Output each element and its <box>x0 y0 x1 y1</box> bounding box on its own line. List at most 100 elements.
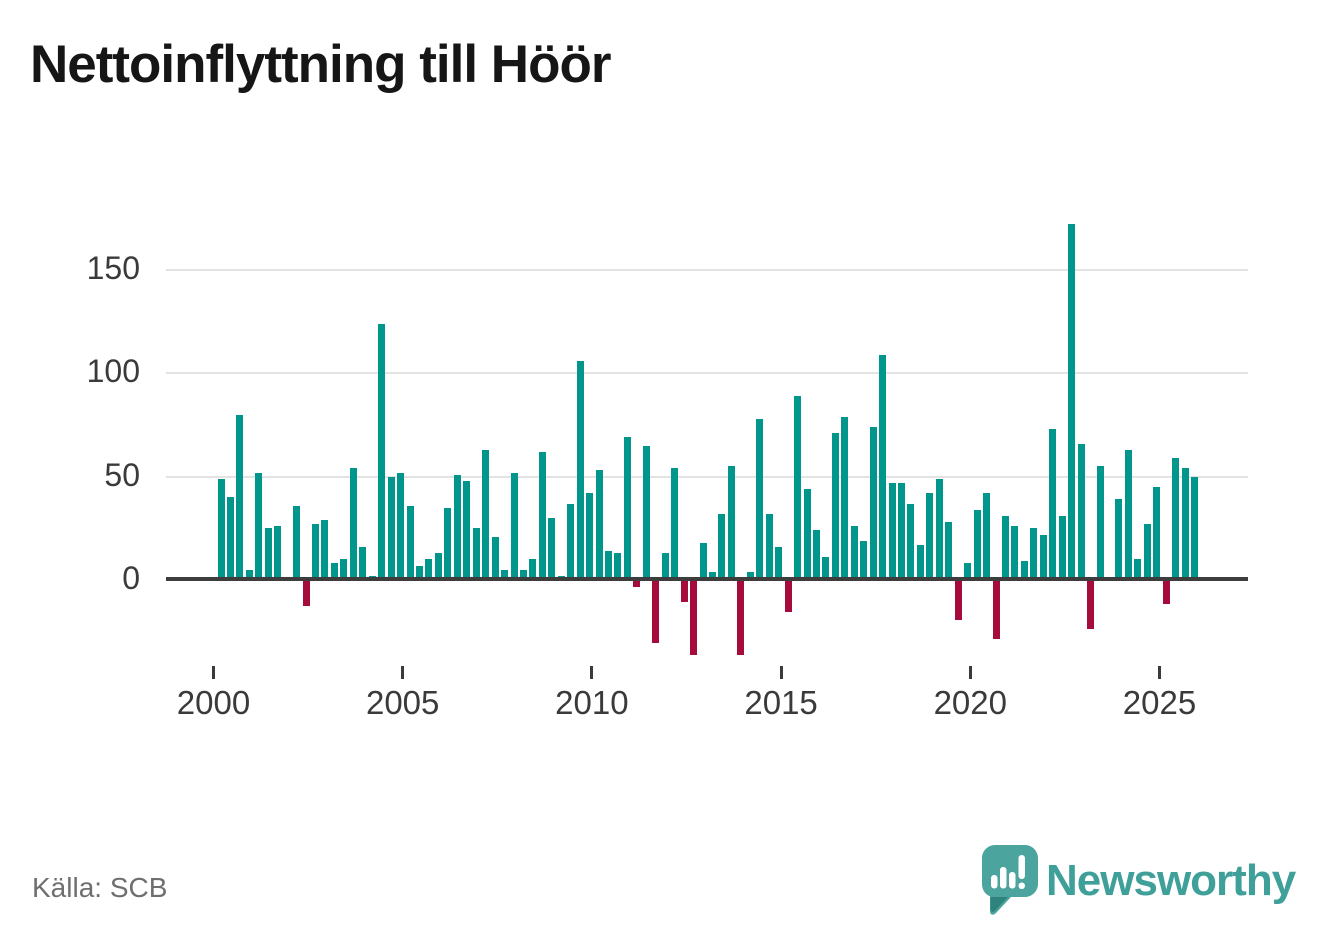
newsworthy-logo: Newsworthy <box>981 844 1301 924</box>
bar-2003-q1 <box>330 563 338 580</box>
y-axis-tick-label-100: 100 <box>86 353 140 390</box>
bar-2013-q3 <box>727 466 735 580</box>
bar-2014-q1 <box>746 571 754 580</box>
bar-2004-q3 <box>387 476 395 580</box>
bar-2019-q4 <box>964 563 972 580</box>
chart-title: Nettoinflyttning till Höör <box>30 35 611 94</box>
bar-2025-q4 <box>1191 476 1199 580</box>
bar-2023-q1 <box>1087 581 1095 629</box>
bar-2003-q4 <box>359 546 367 580</box>
x-axis-tick-label-2010: 2010 <box>555 684 629 721</box>
bar-2025-q1 <box>1162 581 1170 604</box>
bar-2008-q2 <box>529 559 537 580</box>
bar-2007-q2 <box>491 536 499 580</box>
bar-2025-q3 <box>1181 468 1189 580</box>
bar-2005-q1 <box>406 505 414 580</box>
bar-2023-q4 <box>1115 499 1123 580</box>
bar-2016-q4 <box>850 526 858 580</box>
bar-2021-q2 <box>1020 561 1028 580</box>
bar-2012-q3 <box>690 581 698 656</box>
x-axis-tick-label-2025: 2025 <box>1122 684 1197 721</box>
bar-2008-q3 <box>538 451 546 580</box>
bar-2016-q1 <box>822 557 830 580</box>
bar-2012-q2 <box>680 581 688 602</box>
bar-2020-q4 <box>1002 515 1010 580</box>
bar-2007-q3 <box>501 569 509 580</box>
bar-2021-q3 <box>1030 528 1038 580</box>
bar-2004-q2 <box>378 323 386 580</box>
y-axis-tick-label-0: 0 <box>122 560 140 596</box>
bar-2005-q4 <box>434 553 442 580</box>
bar-2009-q4 <box>586 493 594 580</box>
bar-2010-q2 <box>605 551 613 580</box>
newsworthy-logo-icon <box>982 845 1038 915</box>
bar-2007-q1 <box>482 449 490 580</box>
bar-2003-q2 <box>340 559 348 580</box>
bar-2011-q2 <box>642 445 650 580</box>
bar-2022-q3 <box>1068 224 1076 580</box>
x-axis-tick-2020 <box>968 666 972 679</box>
bar-2021-q1 <box>1011 526 1019 580</box>
bar-2010-q1 <box>595 470 603 580</box>
bar-2022-q2 <box>1058 515 1066 580</box>
bar-2020-q2 <box>983 493 991 580</box>
bar-2024-q3 <box>1143 524 1151 580</box>
bar-2001-q1 <box>255 472 263 580</box>
x-axis-tick-label-2015: 2015 <box>744 684 818 721</box>
x-axis-line <box>166 577 1248 581</box>
bar-2016-q3 <box>841 416 849 580</box>
bar-2013-q1 <box>709 571 716 580</box>
gridline-150 <box>166 268 1248 271</box>
bar-2002-q3 <box>312 524 320 580</box>
bar-2018-q1 <box>898 482 906 580</box>
bar-2011-q4 <box>661 553 669 580</box>
bar-2009-q2 <box>567 503 575 580</box>
x-axis-tick-label-2020: 2020 <box>933 684 1007 721</box>
gridline-50 <box>166 475 1248 478</box>
bar-2014-q4 <box>775 546 783 580</box>
bar-2005-q2 <box>415 565 423 580</box>
bar-2014-q3 <box>765 513 773 580</box>
bar-2012-q1 <box>671 468 679 580</box>
bar-2006-q4 <box>472 528 480 580</box>
bar-2015-q3 <box>803 489 811 580</box>
gridline-100 <box>166 372 1248 375</box>
bar-2017-q4 <box>888 482 896 580</box>
bar-2000-q1 <box>217 478 225 580</box>
bar-2024-q1 <box>1124 449 1132 580</box>
x-axis-tick-2010 <box>590 666 594 679</box>
bar-2024-q2 <box>1134 559 1142 580</box>
bar-2007-q4 <box>510 472 518 580</box>
x-axis-tick-label-2000: 2000 <box>176 684 251 721</box>
bar-2017-q3 <box>879 354 887 580</box>
y-axis-tick-label-50: 50 <box>104 456 140 493</box>
bar-2013-q2 <box>718 513 726 580</box>
bar-2011-q3 <box>652 581 660 643</box>
bar-2010-q3 <box>614 553 622 580</box>
bar-2022-q4 <box>1077 443 1085 580</box>
bar-2023-q2 <box>1096 466 1104 580</box>
bar-2006-q2 <box>453 474 461 580</box>
bar-2000-q4 <box>245 569 253 580</box>
x-axis-tick-2000 <box>212 666 215 679</box>
bar-2008-q4 <box>548 517 556 580</box>
bar-2019-q3 <box>954 581 962 621</box>
bar-2015-q2 <box>794 396 802 580</box>
x-axis-tick-2015 <box>779 666 783 679</box>
bar-2012-q4 <box>699 542 707 580</box>
bar-2013-q4 <box>737 581 745 656</box>
bar-2025-q2 <box>1172 458 1180 580</box>
bar-2019-q1 <box>935 478 943 580</box>
y-axis-tick-label-150: 150 <box>86 249 140 286</box>
bar-2000-q2 <box>226 497 234 580</box>
bar-2017-q1 <box>860 540 868 580</box>
bar-2001-q3 <box>274 526 282 580</box>
bar-2011-q1 <box>633 581 641 588</box>
source-caption: Källa: SCB <box>32 872 168 903</box>
bar-2020-q3 <box>992 581 1000 639</box>
bar-2009-q3 <box>576 360 584 580</box>
bar-2002-q2 <box>302 581 310 606</box>
bar-2014-q2 <box>756 418 764 580</box>
